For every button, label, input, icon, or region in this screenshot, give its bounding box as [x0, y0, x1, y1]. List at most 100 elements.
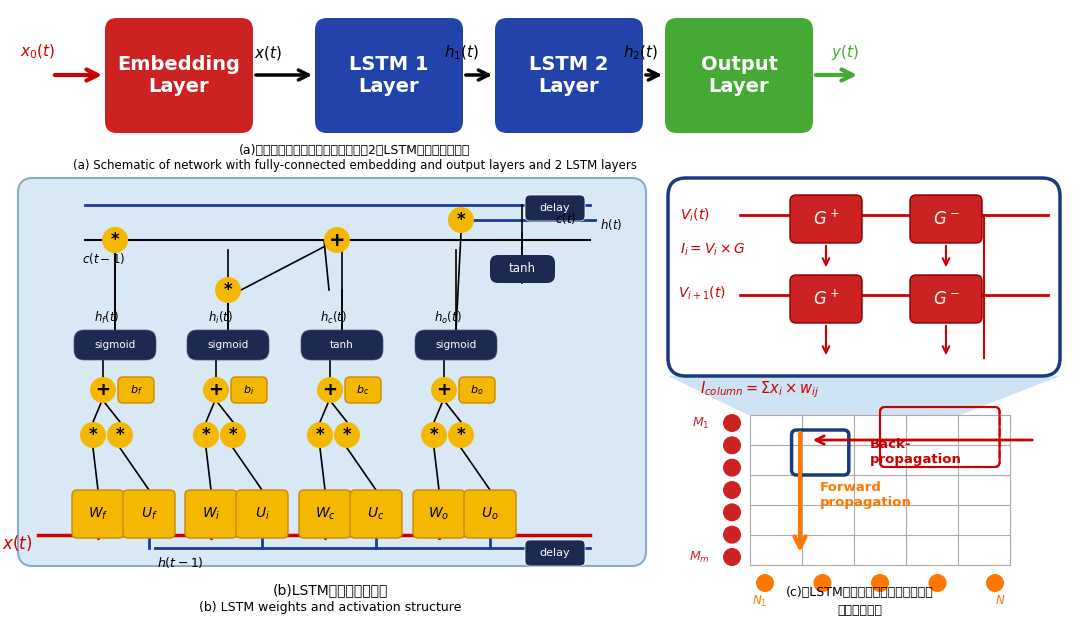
- Text: $y(t)$: $y(t)$: [831, 43, 859, 62]
- Circle shape: [215, 277, 241, 303]
- FancyBboxPatch shape: [789, 275, 862, 323]
- Text: Embedding
Layer: Embedding Layer: [118, 55, 241, 96]
- Circle shape: [448, 422, 474, 448]
- Circle shape: [102, 227, 129, 253]
- FancyBboxPatch shape: [910, 195, 982, 243]
- Text: $I_{column}=\Sigma x_i\times w_{ij}$: $I_{column}=\Sigma x_i\times w_{ij}$: [700, 380, 820, 400]
- Text: Output
Layer: Output Layer: [701, 55, 778, 96]
- Text: tanh: tanh: [509, 263, 536, 275]
- FancyBboxPatch shape: [105, 18, 253, 133]
- Text: $h_i(t)$: $h_i(t)$: [207, 310, 232, 326]
- Text: $h_f(t)$: $h_f(t)$: [94, 310, 120, 326]
- Circle shape: [723, 481, 741, 499]
- Circle shape: [80, 422, 106, 448]
- Text: (b)LSTM权重和激活结构: (b)LSTM权重和激活结构: [272, 583, 388, 597]
- Text: delay: delay: [540, 203, 570, 213]
- Text: $M_m$: $M_m$: [689, 549, 710, 564]
- Text: $U_i$: $U_i$: [255, 506, 269, 522]
- Text: $x(t)$: $x(t)$: [254, 44, 282, 62]
- Text: $W_f$: $W_f$: [87, 506, 108, 522]
- FancyBboxPatch shape: [75, 330, 156, 360]
- Text: LSTM 2
Layer: LSTM 2 Layer: [529, 55, 609, 96]
- FancyBboxPatch shape: [231, 377, 267, 403]
- Text: $M_1$: $M_1$: [692, 415, 710, 430]
- Text: $V_{i+1}(t)$: $V_{i+1}(t)$: [678, 284, 726, 302]
- Circle shape: [324, 227, 350, 253]
- Text: $h(t-1)$: $h(t-1)$: [157, 556, 204, 571]
- Text: $b_i$: $b_i$: [243, 383, 255, 397]
- Text: $b_o$: $b_o$: [470, 383, 484, 397]
- Text: (b) LSTM weights and activation structure: (b) LSTM weights and activation structur…: [199, 600, 461, 614]
- FancyBboxPatch shape: [301, 330, 383, 360]
- FancyBboxPatch shape: [345, 377, 381, 403]
- Text: *: *: [229, 426, 238, 444]
- Text: Back-
propagation: Back- propagation: [870, 438, 962, 466]
- Text: $N$: $N$: [995, 595, 1005, 607]
- Text: $W_o$: $W_o$: [429, 506, 449, 522]
- Text: $x_0(t)$: $x_0(t)$: [21, 43, 55, 61]
- FancyBboxPatch shape: [495, 18, 643, 133]
- Text: $h_2(t)$: $h_2(t)$: [623, 44, 659, 62]
- Circle shape: [107, 422, 133, 448]
- Text: $G^+$: $G^+$: [812, 289, 839, 309]
- Text: +: +: [323, 381, 337, 399]
- Circle shape: [307, 422, 333, 448]
- Text: $c(t-1)$: $c(t-1)$: [82, 251, 125, 265]
- Text: (a)具有全连接的嵌入层和输出层以及2个LSTM层的网络示意图: (a)具有全连接的嵌入层和输出层以及2个LSTM层的网络示意图: [240, 144, 471, 156]
- Text: LSTM 1
Layer: LSTM 1 Layer: [349, 55, 429, 96]
- Circle shape: [723, 548, 741, 566]
- FancyBboxPatch shape: [350, 490, 402, 538]
- Text: *: *: [224, 281, 232, 299]
- Circle shape: [756, 574, 774, 592]
- Text: delay: delay: [540, 548, 570, 558]
- Text: *: *: [116, 426, 124, 444]
- Text: 模拟存储阵列: 模拟存储阵列: [837, 604, 882, 617]
- Text: $U_f$: $U_f$: [140, 506, 158, 522]
- Circle shape: [986, 574, 1004, 592]
- Text: $h_o(t)$: $h_o(t)$: [434, 310, 462, 326]
- FancyBboxPatch shape: [237, 490, 288, 538]
- Text: *: *: [430, 426, 438, 444]
- FancyBboxPatch shape: [910, 275, 982, 323]
- Text: $h_1(t)$: $h_1(t)$: [444, 44, 480, 62]
- Text: $U_o$: $U_o$: [482, 506, 499, 522]
- Circle shape: [193, 422, 219, 448]
- Text: *: *: [457, 211, 465, 229]
- Circle shape: [723, 437, 741, 454]
- Text: (c)将LSTM模块内部的全连接层映射到: (c)将LSTM模块内部的全连接层映射到: [786, 587, 934, 600]
- FancyBboxPatch shape: [299, 490, 351, 538]
- Text: +: +: [208, 381, 224, 399]
- Circle shape: [421, 422, 447, 448]
- Text: *: *: [315, 426, 324, 444]
- Text: $x(t)$: $x(t)$: [2, 533, 32, 553]
- Text: $c(t)$: $c(t)$: [555, 210, 577, 226]
- Circle shape: [220, 422, 246, 448]
- FancyBboxPatch shape: [525, 540, 585, 566]
- FancyBboxPatch shape: [123, 490, 175, 538]
- FancyBboxPatch shape: [415, 330, 497, 360]
- Circle shape: [723, 414, 741, 432]
- Circle shape: [203, 377, 229, 403]
- Text: *: *: [89, 426, 97, 444]
- Polygon shape: [669, 376, 1059, 415]
- Text: *: *: [457, 426, 465, 444]
- Text: *: *: [110, 231, 119, 249]
- FancyBboxPatch shape: [18, 178, 646, 566]
- Text: $G^-$: $G^-$: [932, 210, 959, 228]
- Circle shape: [723, 459, 741, 477]
- FancyBboxPatch shape: [118, 377, 154, 403]
- FancyBboxPatch shape: [665, 18, 813, 133]
- Text: $h_c(t)$: $h_c(t)$: [321, 310, 348, 326]
- Text: $V_i(t)$: $V_i(t)$: [680, 206, 710, 224]
- Text: $I_i=V_i\times G$: $I_i=V_i\times G$: [680, 242, 746, 258]
- Text: $b_f$: $b_f$: [130, 383, 143, 397]
- Text: tanh: tanh: [330, 340, 354, 350]
- FancyBboxPatch shape: [187, 330, 269, 360]
- Text: sigmoid: sigmoid: [94, 340, 136, 350]
- Text: Forward
propagation: Forward propagation: [820, 481, 912, 509]
- Text: $W_c$: $W_c$: [314, 506, 336, 522]
- Circle shape: [334, 422, 360, 448]
- Circle shape: [318, 377, 343, 403]
- Circle shape: [870, 574, 889, 592]
- Circle shape: [448, 207, 474, 233]
